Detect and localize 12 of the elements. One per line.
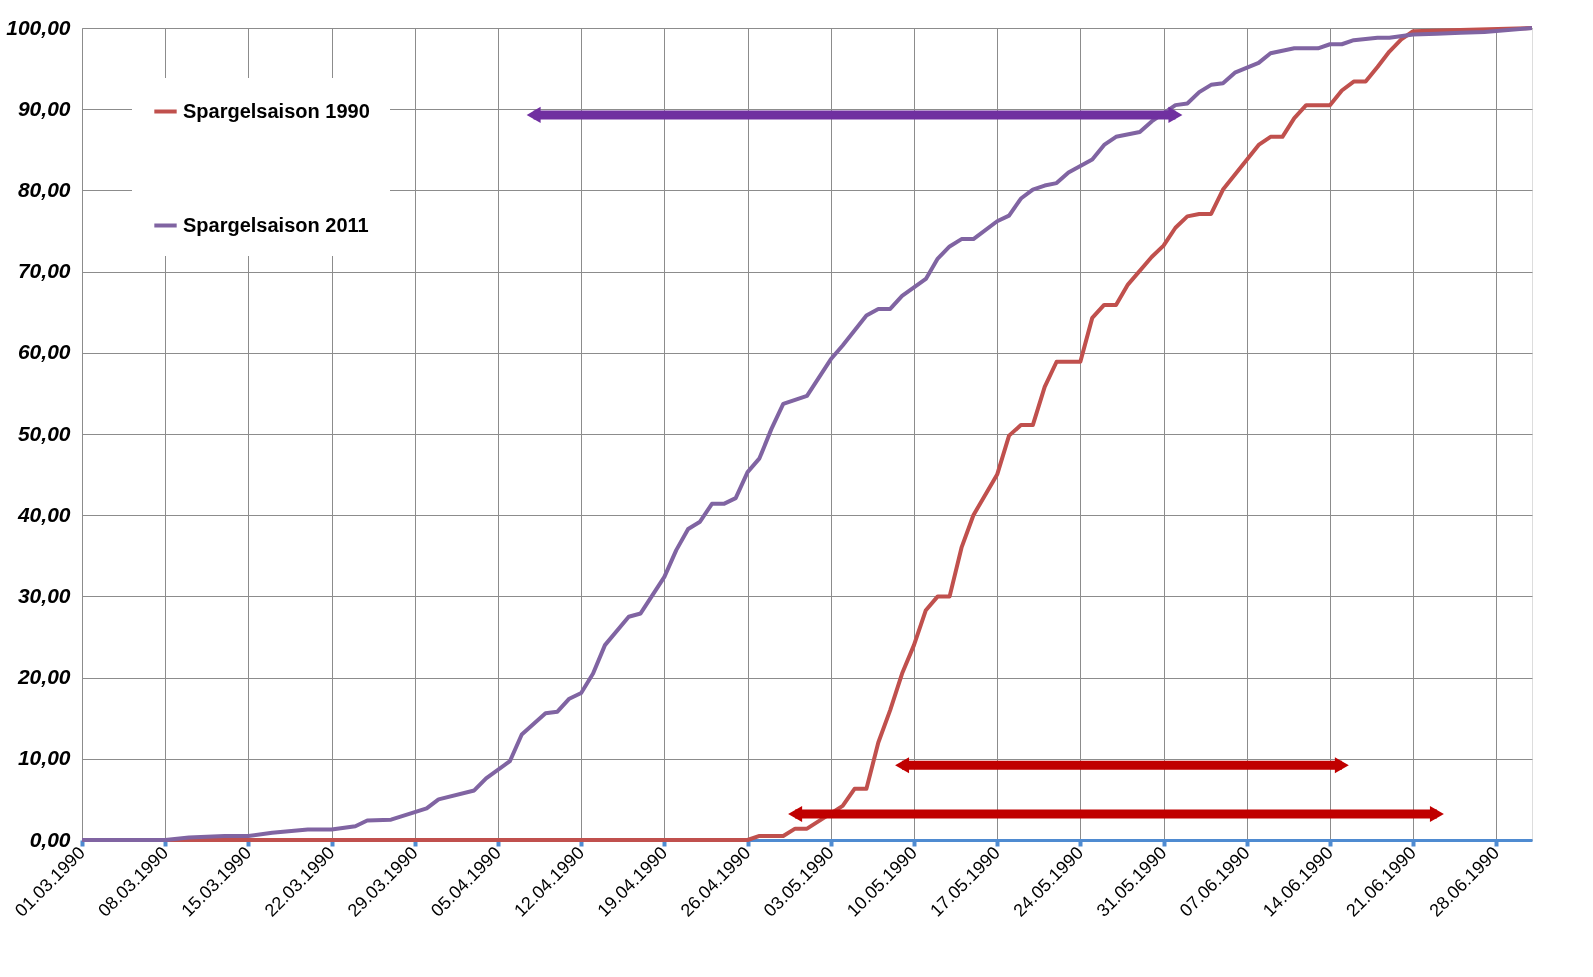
legend-label: Spargelsaison 1990 bbox=[183, 99, 370, 122]
y-tick-label: 20,00 bbox=[16, 665, 71, 689]
y-tick-label: 80,00 bbox=[17, 177, 71, 201]
y-tick-label: 30,00 bbox=[17, 583, 71, 607]
y-tick-label: 90,00 bbox=[17, 96, 71, 120]
y-tick-label: 40,00 bbox=[16, 502, 71, 526]
y-tick-label: 60,00 bbox=[17, 340, 71, 364]
y-tick-label: 100,00 bbox=[6, 15, 71, 39]
y-tick-label: 70,00 bbox=[17, 259, 71, 283]
y-tick-label: 10,00 bbox=[17, 746, 71, 770]
y-tick-label: 50,00 bbox=[17, 421, 71, 445]
legend-label: Spargelsaison 2011 bbox=[183, 213, 369, 236]
